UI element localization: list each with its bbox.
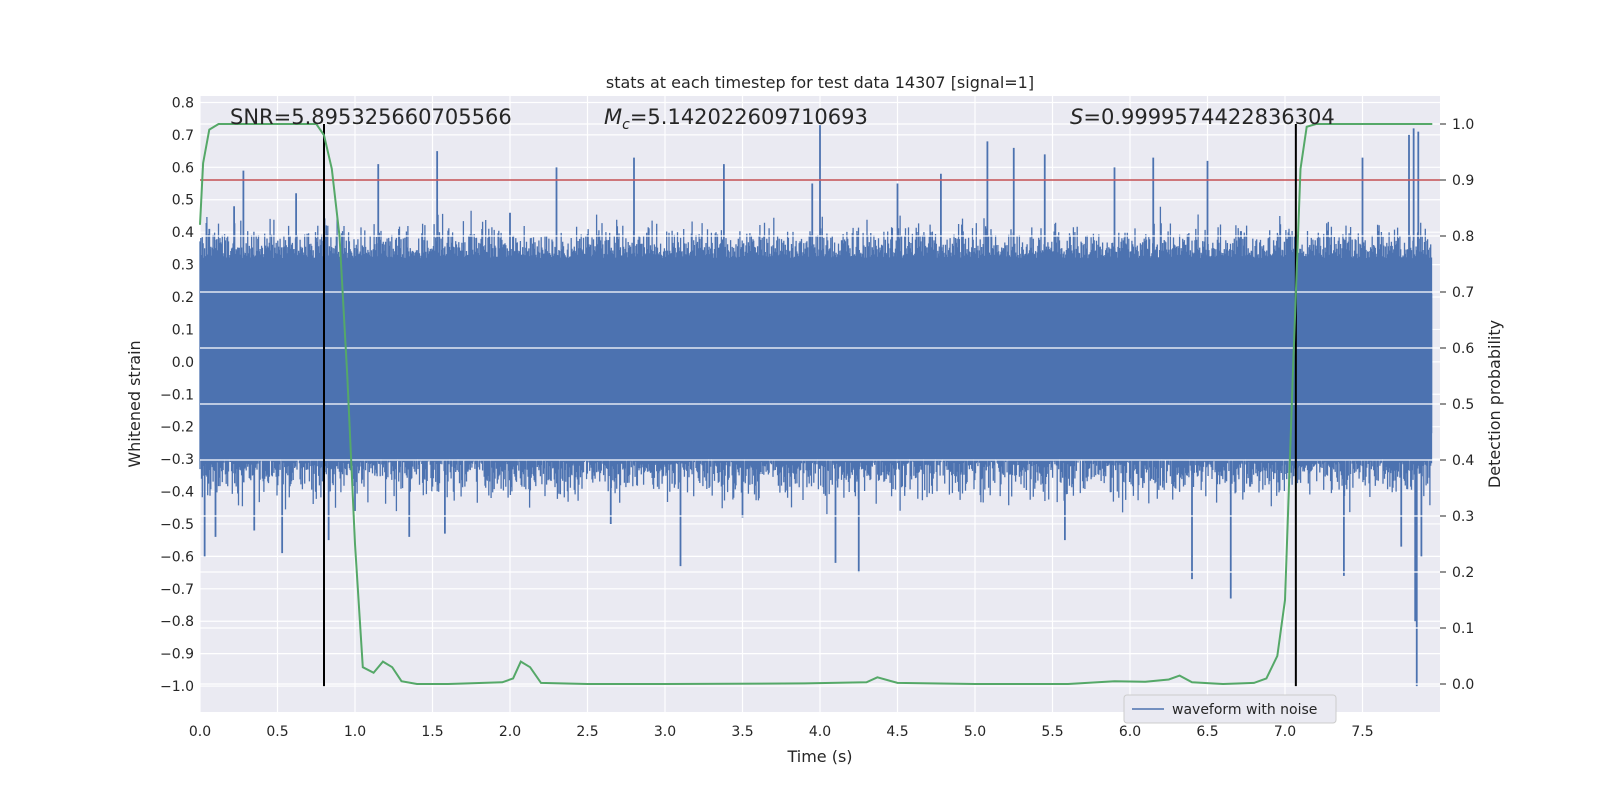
x-tick-label: 5.0 <box>964 724 986 740</box>
chart-title: stats at each timestep for test data 143… <box>606 73 1034 92</box>
x-tick-label: 0.5 <box>266 724 288 740</box>
x-tick-label: 7.0 <box>1274 724 1296 740</box>
y-tick-label: 0.2 <box>172 290 194 306</box>
x-tick-label: 4.5 <box>886 724 908 740</box>
y-tick-label: −0.7 <box>160 582 194 598</box>
x-tick-label: 3.5 <box>731 724 753 740</box>
detection-probability-line <box>199 123 1433 686</box>
waveform-series <box>199 125 1433 687</box>
y-tick-label: −0.9 <box>160 647 194 663</box>
x-tick-label: 2.5 <box>576 724 598 740</box>
y-tick-label: 0.4 <box>172 225 194 241</box>
x-tick-label: 0.0 <box>189 724 211 740</box>
y2-tick-label: 1.0 <box>1452 117 1474 133</box>
y-tick-label: −0.8 <box>160 614 194 630</box>
score-annotation: S=0.9999574422836304 <box>1070 105 1335 129</box>
x-tick-label: 6.5 <box>1196 724 1218 740</box>
y2-tick-label: 0.8 <box>1452 229 1474 245</box>
y-tick-label: 0.3 <box>172 258 194 274</box>
tick-labels: 0.0 0.5 1.0 1.5 2.0 2.5 3.0 3.5 4.0 4.5 5.0 5.5 6.0 6… <box>160 95 1474 740</box>
x-tick-label: 2.0 <box>499 724 521 740</box>
x-axis-label: Time (s) <box>786 747 852 766</box>
y-tick-label: 0.0 <box>172 355 194 371</box>
x-tick-label: 5.5 <box>1041 724 1063 740</box>
y2-tick-label: 0.6 <box>1452 341 1474 357</box>
x-tick-label: 1.5 <box>421 724 443 740</box>
y-tick-label: −0.5 <box>160 517 194 533</box>
y2-tick-label: 0.0 <box>1452 677 1474 693</box>
waveform-core-band <box>200 293 1433 434</box>
y-tick-label: 0.1 <box>172 322 194 338</box>
y2-tick-label: 0.7 <box>1452 285 1474 301</box>
y2-tick-label: 0.3 <box>1452 509 1474 525</box>
y-tick-label: −0.4 <box>160 485 194 501</box>
y-axis-label: Whitened strain <box>125 340 144 467</box>
y-tick-label: −0.6 <box>160 549 194 565</box>
y-tick-label: −0.2 <box>160 420 194 436</box>
chirp-mass-value: =5.142022609710693 <box>630 105 868 129</box>
score-value: =0.9999574422836304 <box>1083 105 1334 129</box>
score-symbol: S <box>1070 105 1083 129</box>
y2-axis-label: Detection probability <box>1485 320 1504 488</box>
y-tick-label: 0.7 <box>172 128 194 144</box>
y-tick-label: 0.6 <box>172 160 194 176</box>
legend-label-waveform: waveform with noise <box>1172 702 1317 718</box>
y-tick-label: 0.5 <box>172 193 194 209</box>
x-tick-label: 1.0 <box>344 724 366 740</box>
y2-tick-label: 0.4 <box>1452 453 1474 469</box>
y2-tick-label: 0.5 <box>1452 397 1474 413</box>
chirp-mass-annotation: Mc=5.142022609710693 <box>604 105 868 133</box>
snr-annotation: SNR=5.895325660705566 <box>230 105 512 129</box>
x-tick-label: 7.5 <box>1351 724 1373 740</box>
y2-tick-label: 0.1 <box>1452 621 1474 637</box>
y-tick-label: −0.1 <box>160 387 194 403</box>
legend: waveform with noise <box>1123 694 1337 724</box>
y2-tick-label: 0.9 <box>1452 173 1474 189</box>
y-tick-label: −1.0 <box>160 679 194 695</box>
x-tick-label: 3.0 <box>654 724 676 740</box>
chirp-mass-subscript: c <box>622 117 630 133</box>
y2-tick-label: 0.2 <box>1452 565 1474 581</box>
chirp-mass-symbol: M <box>604 105 622 129</box>
y-tick-label: 0.8 <box>172 95 194 111</box>
y-tick-label: −0.3 <box>160 452 194 468</box>
overlay-lines <box>199 123 1440 687</box>
x-tick-label: 4.0 <box>809 724 831 740</box>
x-tick-label: 6.0 <box>1119 724 1141 740</box>
legend-box <box>1123 694 1337 724</box>
